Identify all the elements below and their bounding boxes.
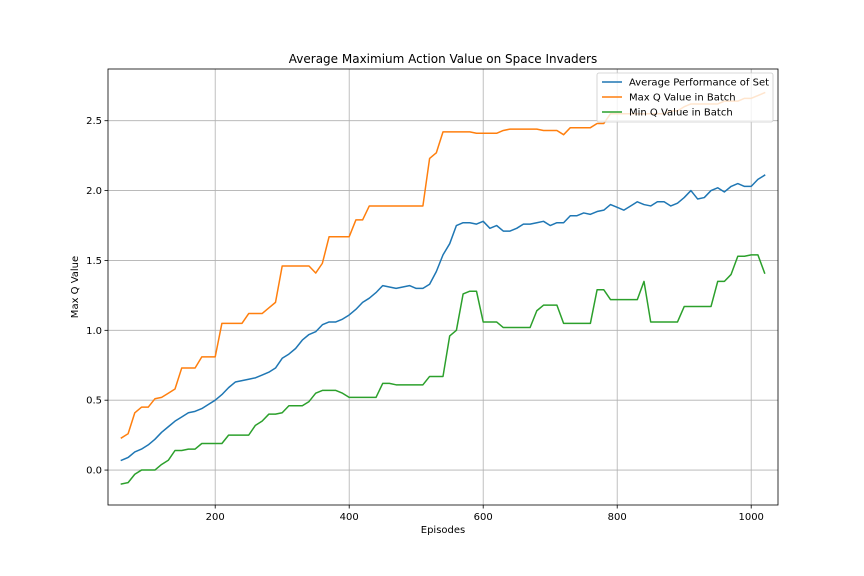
y-tick-label: 0.0 xyxy=(86,466,102,477)
plot-area-frame xyxy=(107,68,779,506)
legend-label: Max Q Value in Batch xyxy=(629,93,736,104)
y-tick-label: 1.5 xyxy=(86,256,102,267)
x-tick-label: 400 xyxy=(340,512,359,523)
y-tick-label: 2.0 xyxy=(86,186,102,197)
series-line-3 xyxy=(120,254,766,485)
series-line-1 xyxy=(120,174,766,462)
y-tick-label: 0.5 xyxy=(86,396,102,407)
legend: Average Performance of Set Max Q Value in… xyxy=(596,72,774,123)
x-axis-title: Episodes xyxy=(421,525,465,536)
x-tick-label: 800 xyxy=(608,512,627,523)
y-tick-label: 2.5 xyxy=(86,116,102,127)
y-tick-label: 1.0 xyxy=(86,326,102,337)
legend-label: Min Q Value in Batch xyxy=(629,108,733,119)
legend-box xyxy=(596,72,774,123)
x-tick-label: 600 xyxy=(474,512,493,523)
y-axis-title: Max Q Value xyxy=(70,256,81,318)
x-tick-label: 1000 xyxy=(738,512,763,523)
x-tick-label: 200 xyxy=(206,512,225,523)
chart-title: Average Maximium Action Value on Space I… xyxy=(289,52,597,66)
axis-ticks: 200 400 600 800 1000 0.0 0.5 1.0 1.5 2.0 2.5 xyxy=(86,116,764,523)
legend-label: Average Performance of Set xyxy=(629,78,769,89)
